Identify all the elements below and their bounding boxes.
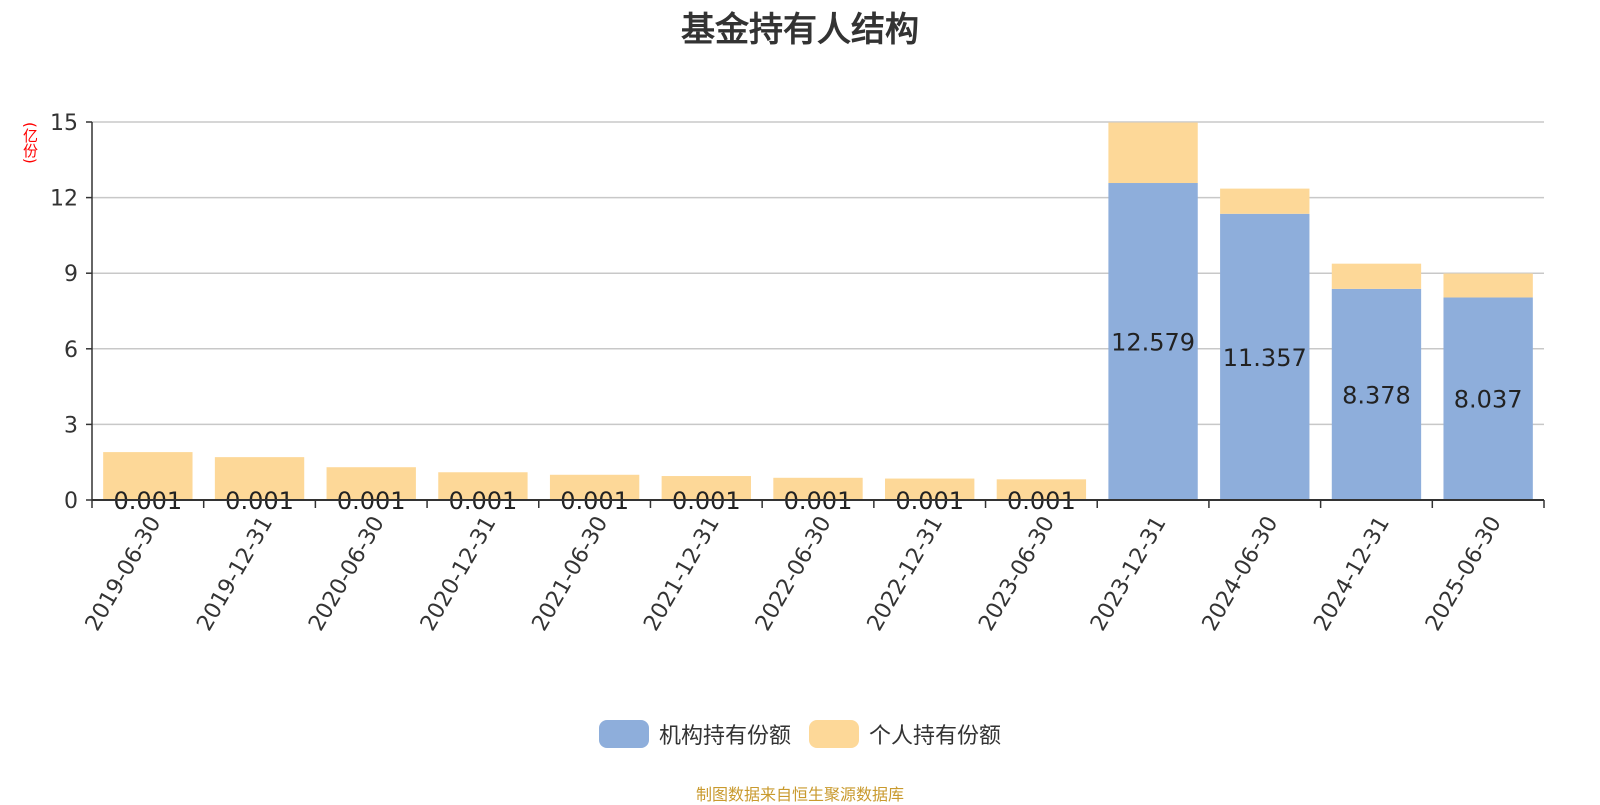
x-tick-label: 2022-12-31 (863, 512, 949, 635)
x-tick-label: 2019-06-30 (81, 512, 167, 635)
x-tick-label: 2020-12-31 (416, 512, 502, 635)
data-label: 12.579 (1111, 329, 1195, 357)
x-tick-label: 2023-06-30 (974, 512, 1060, 635)
x-tick-label: 2025-06-30 (1421, 512, 1507, 635)
y-tick-label: 15 (50, 111, 78, 136)
y-tick-label: 6 (64, 338, 78, 363)
legend-swatch-institutional (599, 720, 649, 748)
x-tick-label: 2024-12-31 (1309, 512, 1395, 635)
y-tick-label: 9 (64, 262, 78, 287)
y-tick-label: 3 (64, 413, 78, 438)
bar-individual-2024-12-31 (1332, 264, 1421, 289)
legend-label-individual: 个人持有份额 (869, 718, 1001, 750)
data-label: 11.357 (1223, 344, 1307, 372)
legend-swatch-individual (809, 720, 859, 748)
x-tick-label: 2021-12-31 (639, 512, 725, 635)
axes: 0 3 6 9 12 15 2019-06-30 2019-12-31 2020-06-30 20… (50, 111, 1544, 635)
legend-item-individual[interactable]: 个人持有份额 (809, 718, 1001, 750)
bar-individual-2025-06-30 (1443, 274, 1532, 298)
data-label: 8.037 (1454, 386, 1523, 414)
legend-label-institutional: 机构持有份额 (659, 718, 791, 750)
x-tick-label: 2021-06-30 (528, 512, 614, 635)
legend: 机构持有份额 个人持有份额 (0, 718, 1600, 750)
data-label: 8.378 (1342, 381, 1411, 409)
legend-item-institutional[interactable]: 机构持有份额 (599, 718, 791, 750)
bar-individual-2024-06-30 (1220, 189, 1309, 214)
bar-series (103, 123, 1533, 500)
y-tick-label: 12 (50, 187, 78, 212)
grid-lines (92, 122, 1544, 424)
x-tick-label: 2024-06-30 (1198, 512, 1284, 635)
x-tick-label: 2023-12-31 (1086, 512, 1172, 635)
bar-individual-2023-12-31 (1108, 123, 1197, 183)
data-source-note: 制图数据来自恒生聚源数据库 (0, 781, 1600, 805)
x-tick-label: 2019-12-31 (192, 512, 278, 635)
x-tick-label: 2020-06-30 (304, 512, 390, 635)
y-tick-label: 0 (64, 489, 78, 514)
x-tick-label: 2022-06-30 (751, 512, 837, 635)
